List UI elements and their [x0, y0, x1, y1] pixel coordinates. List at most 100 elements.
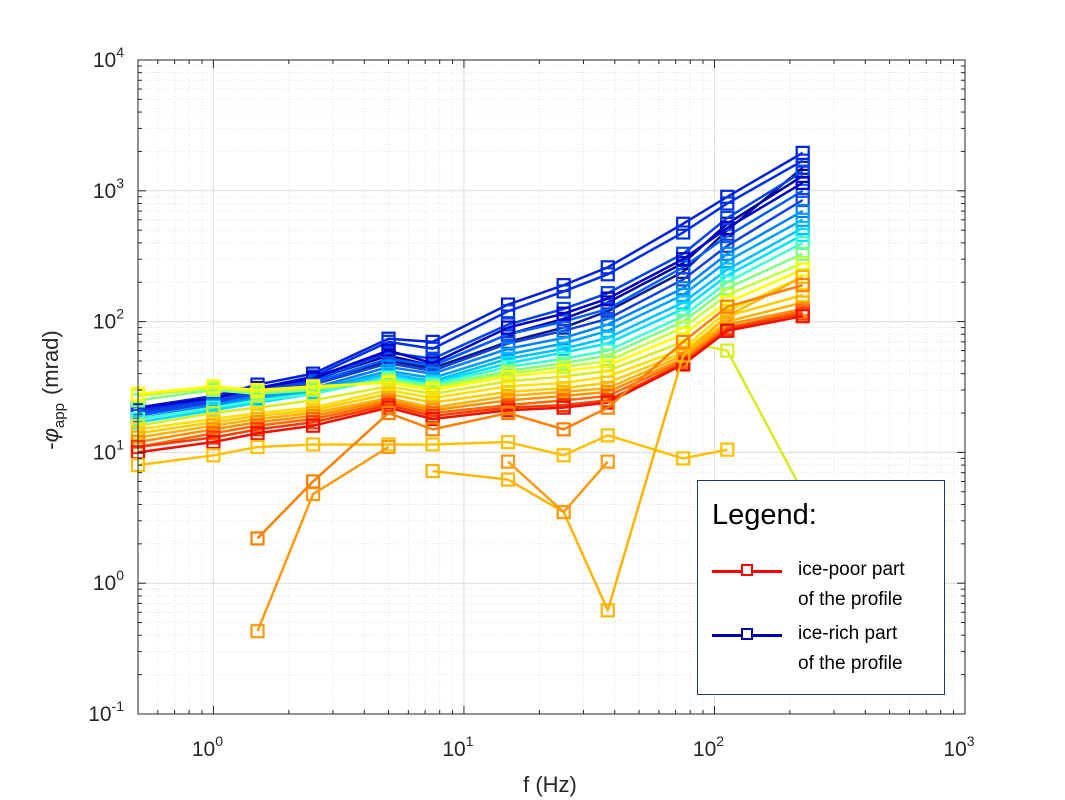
data-point [720, 220, 735, 236]
data-point [306, 474, 321, 489]
series-line [137, 307, 803, 444]
data-point [500, 405, 516, 421]
data-point [676, 348, 691, 363]
data-point [306, 437, 321, 452]
series-line [137, 218, 804, 421]
data-point [381, 439, 396, 455]
legend-title: Legend: [712, 499, 817, 531]
data-point [676, 451, 691, 466]
data-point [676, 225, 691, 240]
data-point [500, 434, 516, 450]
data-point [425, 437, 440, 452]
data-point [676, 216, 691, 231]
data-point [795, 227, 810, 243]
y-tick-label: 103 [93, 175, 124, 203]
legend-label-ice-poor-line1: ice-poor part [798, 559, 905, 580]
data-point [500, 320, 516, 335]
data-point [720, 343, 735, 358]
data-point [425, 341, 440, 356]
data-point [556, 448, 571, 463]
data-point [500, 454, 516, 469]
series-line [137, 434, 728, 467]
data-point [250, 382, 265, 398]
legend-label-ice-poor-line2: of the profile [798, 589, 903, 610]
y-axis-label-subscript: app [51, 403, 68, 428]
data-point [795, 145, 810, 160]
series-line [137, 310, 803, 449]
x-tick-label: 103 [943, 733, 974, 761]
series-line [137, 314, 803, 454]
data-point [795, 287, 810, 303]
legend-marker-ice-rich [741, 628, 753, 640]
y-tick-label: 100 [93, 567, 124, 595]
data-point [500, 304, 516, 319]
data-point [206, 448, 221, 463]
data-point [425, 411, 440, 427]
legend-label-ice-poor: ice-poor part of the profile [798, 555, 943, 615]
data-point [600, 301, 615, 317]
data-point [720, 254, 735, 269]
x-axis-label: f (Hz) [523, 772, 577, 797]
data-point [250, 624, 265, 639]
legend-label-ice-rich-line2: of the profile [798, 653, 903, 674]
data-point [425, 463, 440, 479]
data-point [250, 426, 265, 441]
data-point [720, 442, 735, 457]
data-point [676, 287, 691, 303]
data-point [600, 454, 615, 469]
series-line [137, 241, 804, 421]
data-point [556, 400, 571, 415]
series-line [256, 283, 804, 540]
y-tick-label: 102 [93, 306, 124, 334]
axis-ticks [137, 60, 965, 715]
plot-area-border [137, 59, 966, 715]
data-point [720, 210, 735, 226]
data-point [500, 472, 516, 487]
x-tick-labels: 100 101 102 103 [192, 733, 975, 761]
data-point [381, 405, 396, 421]
series [250, 278, 810, 546]
series-line [137, 261, 804, 398]
data-point [795, 203, 810, 219]
data-point [425, 356, 440, 371]
data-point [720, 323, 735, 338]
series-line [137, 209, 804, 421]
y-axis-label: -φapp (mrad) [38, 330, 68, 450]
data-point [600, 400, 615, 415]
data-point [720, 309, 735, 324]
y-axis-label-symbol: φ [38, 428, 63, 442]
x-tick-label: 100 [192, 733, 223, 761]
legend: Legend: ice-poor part of the profile ice… [697, 480, 945, 695]
series [130, 192, 810, 421]
x-tick-label: 101 [442, 733, 473, 761]
series-line [137, 151, 804, 409]
data-point [795, 269, 810, 284]
series-group [130, 145, 810, 639]
data-point [556, 422, 571, 437]
data-point [795, 309, 810, 324]
data-point [676, 272, 691, 287]
series-line [507, 460, 609, 514]
data-point [425, 422, 440, 437]
y-tick-label: 101 [93, 436, 124, 464]
data-point [720, 229, 735, 244]
data-point [795, 262, 810, 277]
series-line [137, 275, 804, 431]
series-line [137, 268, 804, 396]
data-point [720, 196, 735, 211]
data-point [556, 314, 571, 329]
legend-label-ice-rich: ice-rich part of the profile [798, 619, 943, 679]
series-line [432, 275, 804, 612]
x-tick-label: 102 [693, 733, 724, 761]
data-point [381, 334, 396, 349]
series-line [137, 252, 804, 402]
data-point [795, 278, 810, 293]
series [250, 439, 615, 639]
data-point [206, 379, 221, 394]
data-point [795, 212, 810, 227]
data-point [206, 434, 221, 450]
data-point [720, 238, 735, 253]
data-point [720, 299, 735, 314]
y-tick-label: 10-1 [88, 698, 124, 726]
